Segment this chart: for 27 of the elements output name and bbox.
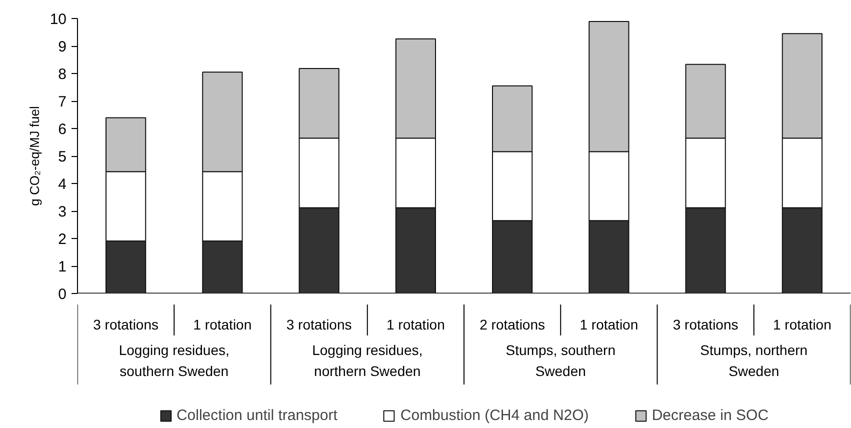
y-tick-label: 7 bbox=[58, 94, 66, 110]
legend-label: Combustion (CH4 and N2O) bbox=[400, 407, 589, 424]
x-tick-label: 2 rotations bbox=[480, 316, 545, 332]
y-tick-label: 8 bbox=[58, 66, 66, 83]
y-tick-label: 0 bbox=[58, 286, 66, 303]
x-tick-label: 3 rotations bbox=[286, 316, 352, 332]
text: Stumps, northern Sweden bbox=[700, 342, 808, 379]
y-tick-label: 1 bbox=[58, 258, 66, 276]
x-tick-label: 1 rotation bbox=[193, 316, 252, 332]
y-tick-label: 9 bbox=[58, 38, 66, 56]
y-tick-label: 6 bbox=[58, 121, 66, 138]
x-tick-label: 3 rotations bbox=[672, 316, 738, 332]
x-tick-label: 1 rotation bbox=[386, 316, 445, 332]
y-tick-label: 3 bbox=[58, 204, 66, 220]
text: Logging residues, southern Sweden bbox=[118, 342, 230, 379]
y-axis-title: g CO₂-eq/MJ fuel bbox=[26, 106, 42, 206]
x-tick-label: 3 rotations bbox=[93, 316, 158, 332]
text: Stumps, southern Sweden bbox=[506, 342, 616, 379]
legend-label: Collection until transport bbox=[176, 407, 338, 424]
x-tick-label: 1 rotation bbox=[580, 316, 638, 332]
y-tick-label: 4 bbox=[58, 176, 66, 193]
y-tick-label: 2 bbox=[58, 231, 66, 248]
y-tick-label: 5 bbox=[58, 148, 66, 166]
x-tick-label: 1 rotation bbox=[773, 316, 832, 332]
legend-label: Decrease in SOC bbox=[652, 407, 769, 424]
text: Logging residues, northern Sweden bbox=[312, 342, 423, 379]
y-tick-label: 10 bbox=[50, 11, 67, 28]
